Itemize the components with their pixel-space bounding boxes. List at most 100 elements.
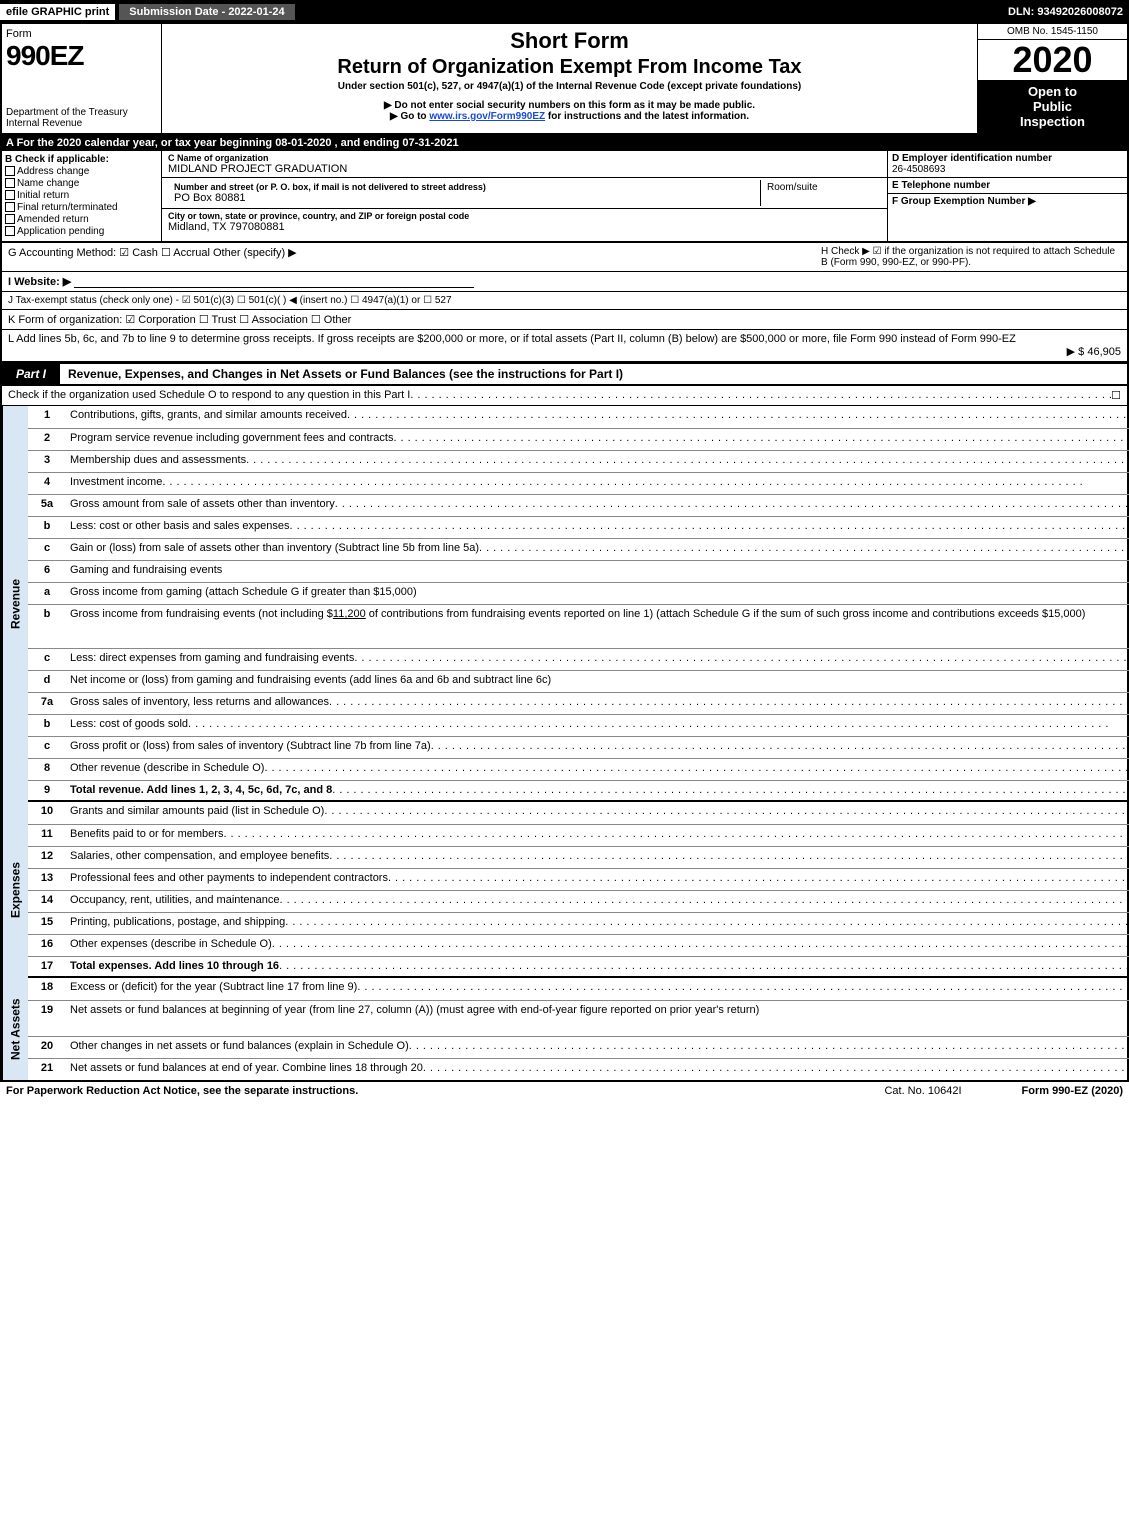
form-header: Form 990EZ Department of the Treasury In… bbox=[0, 24, 1129, 135]
open-line1: Open to bbox=[978, 84, 1127, 99]
line-18: 18 Excess or (deficit) for the year (Sub… bbox=[28, 978, 1129, 1000]
line-12: 12 Salaries, other compensation, and emp… bbox=[28, 846, 1129, 868]
tax-year: 2020 bbox=[978, 40, 1127, 80]
goto-post: for instructions and the latest informat… bbox=[545, 111, 749, 122]
website-field[interactable] bbox=[74, 287, 474, 288]
ein-value: 26-4508693 bbox=[892, 164, 1123, 175]
footer-cat: Cat. No. 10642I bbox=[884, 1085, 961, 1097]
dln: DLN: 93492026008072 bbox=[1008, 6, 1129, 18]
department: Department of the Treasury Internal Reve… bbox=[6, 107, 157, 129]
line-10: 10 Grants and similar amounts paid (list… bbox=[28, 802, 1129, 824]
part1-title: Revenue, Expenses, and Changes in Net As… bbox=[60, 367, 623, 381]
dept-line2: Internal Revenue bbox=[6, 118, 157, 129]
header-center: Short Form Return of Organization Exempt… bbox=[162, 24, 977, 133]
side-expenses: Expenses bbox=[2, 802, 28, 978]
part1-check-o: Check if the organization used Schedule … bbox=[0, 386, 1129, 406]
row-k: K Form of organization: ☑ Corporation ☐ … bbox=[0, 310, 1129, 330]
block-d: D Employer identification number 26-4508… bbox=[888, 151, 1127, 178]
footer-left: For Paperwork Reduction Act Notice, see … bbox=[6, 1085, 358, 1097]
block-b-title: B Check if applicable: bbox=[5, 154, 158, 165]
line-19: 19 Net assets or fund balances at beginn… bbox=[28, 1000, 1129, 1036]
row-j: J Tax-exempt status (check only one) - ☑… bbox=[0, 292, 1129, 310]
info-grid: B Check if applicable: Address change Na… bbox=[0, 151, 1129, 243]
row-g-h: G Accounting Method: ☑ Cash ☐ Accrual Ot… bbox=[0, 243, 1129, 272]
city-label: City or town, state or province, country… bbox=[168, 211, 881, 221]
line-21: 21 Net assets or fund balances at end of… bbox=[28, 1058, 1129, 1080]
line-5a: 5a Gross amount from sale of assets othe… bbox=[28, 494, 1129, 516]
chk-address-change[interactable]: Address change bbox=[5, 166, 158, 177]
line-1-desc: Contributions, gifts, grants, and simila… bbox=[70, 409, 347, 421]
no-ssn-warning: ▶ Do not enter social security numbers o… bbox=[168, 100, 971, 111]
open-to-public: Open to Public Inspection bbox=[978, 80, 1127, 133]
line-20: 20 Other changes in net assets or fund b… bbox=[28, 1036, 1129, 1058]
line-7b: b Less: cost of goods sold 7b 0 bbox=[28, 714, 1129, 736]
line-5c: c Gain or (loss) from sale of assets oth… bbox=[28, 538, 1129, 560]
city-value: Midland, TX 797080881 bbox=[168, 221, 881, 233]
open-line3: Inspection bbox=[978, 114, 1127, 129]
group-exemption-label: F Group Exemption Number ▶ bbox=[892, 196, 1036, 207]
city-row: City or town, state or province, country… bbox=[162, 209, 887, 235]
org-name-row: C Name of organization MIDLAND PROJECT G… bbox=[162, 151, 887, 178]
line-13: 13 Professional fees and other payments … bbox=[28, 868, 1129, 890]
row-g: G Accounting Method: ☑ Cash ☐ Accrual Ot… bbox=[8, 246, 821, 268]
org-name-label: C Name of organization bbox=[168, 153, 881, 163]
omb-number: OMB No. 1545-1150 bbox=[978, 24, 1127, 40]
part1-table: Revenue 1 Contributions, gifts, grants, … bbox=[0, 406, 1129, 1082]
under-section: Under section 501(c), 527, or 4947(a)(1)… bbox=[168, 81, 971, 92]
block-f: F Group Exemption Number ▶ bbox=[888, 194, 1127, 209]
room-suite: Room/suite bbox=[761, 180, 881, 206]
org-name-value: MIDLAND PROJECT GRADUATION bbox=[168, 163, 881, 175]
line-6a: a Gross income from gaming (attach Sched… bbox=[28, 582, 1129, 604]
chk-application-pending[interactable]: Application pending bbox=[5, 226, 158, 237]
line-16: 16 Other expenses (describe in Schedule … bbox=[28, 934, 1129, 956]
addr-value: PO Box 80881 bbox=[174, 192, 754, 204]
side-net-assets: Net Assets bbox=[2, 978, 28, 1080]
block-b: B Check if applicable: Address change Na… bbox=[2, 151, 162, 241]
line-1-num: 1 bbox=[28, 406, 66, 428]
line-3: 3 Membership dues and assessments 3 0 bbox=[28, 450, 1129, 472]
line-6b: b Gross income from fundraising events (… bbox=[28, 604, 1129, 648]
chk-final-return[interactable]: Final return/terminated bbox=[5, 202, 158, 213]
line-11: 11 Benefits paid to or for members 11 0 bbox=[28, 824, 1129, 846]
chk-amended-return[interactable]: Amended return bbox=[5, 214, 158, 225]
row-l-amount: ▶ $ 46,905 bbox=[8, 345, 1121, 358]
short-form-title: Short Form bbox=[168, 28, 971, 54]
open-line2: Public bbox=[978, 99, 1127, 114]
line-4: 4 Investment income 4 265 bbox=[28, 472, 1129, 494]
part1-tab: Part I bbox=[2, 364, 60, 384]
line-6: 6 Gaming and fundraising events bbox=[28, 560, 1129, 582]
line-8: 8 Other revenue (describe in Schedule O)… bbox=[28, 758, 1129, 780]
line-9: 9 Total revenue. Add lines 1, 2, 3, 4, 5… bbox=[28, 780, 1129, 802]
chk-name-change[interactable]: Name change bbox=[5, 178, 158, 189]
irs-link[interactable]: www.irs.gov/Form990EZ bbox=[429, 111, 545, 122]
line-5b: b Less: cost or other basis and sales ex… bbox=[28, 516, 1129, 538]
check-o-text: Check if the organization used Schedule … bbox=[8, 389, 410, 401]
ein-label: D Employer identification number bbox=[892, 153, 1123, 164]
efile-label: efile GRAPHIC print bbox=[0, 4, 115, 20]
row-a-tax-year: A For the 2020 calendar year, or tax yea… bbox=[0, 135, 1129, 151]
line-1: 1 Contributions, gifts, grants, and simi… bbox=[28, 406, 1129, 428]
line-6d: d Net income or (loss) from gaming and f… bbox=[28, 670, 1129, 692]
footer-right: Form 990-EZ (2020) bbox=[1022, 1085, 1123, 1097]
line-6c: c Less: direct expenses from gaming and … bbox=[28, 648, 1129, 670]
row-l: L Add lines 5b, 6c, and 7b to line 9 to … bbox=[0, 330, 1129, 363]
chk-initial-return[interactable]: Initial return bbox=[5, 190, 158, 201]
topbar: efile GRAPHIC print Submission Date - 20… bbox=[0, 0, 1129, 24]
block-def: D Employer identification number 26-4508… bbox=[887, 151, 1127, 241]
line-14: 14 Occupancy, rent, utilities, and maint… bbox=[28, 890, 1129, 912]
addr-left: Number and street (or P. O. box, if mail… bbox=[168, 180, 761, 206]
row-h: H Check ▶ ☑ if the organization is not r… bbox=[821, 246, 1121, 268]
phone-label: E Telephone number bbox=[892, 180, 1123, 191]
return-title: Return of Organization Exempt From Incom… bbox=[168, 56, 971, 79]
header-left: Form 990EZ Department of the Treasury In… bbox=[2, 24, 162, 133]
check-o-box[interactable]: ☐ bbox=[1111, 389, 1121, 402]
addr-label: Number and street (or P. O. box, if mail… bbox=[174, 182, 754, 192]
goto-line: ▶ Go to www.irs.gov/Form990EZ for instru… bbox=[168, 111, 971, 122]
line-7c: c Gross profit or (loss) from sales of i… bbox=[28, 736, 1129, 758]
dots-filler bbox=[410, 389, 1111, 401]
part1-header: Part I Revenue, Expenses, and Changes in… bbox=[0, 363, 1129, 386]
form-number: 990EZ bbox=[6, 40, 157, 72]
line-7a: 7a Gross sales of inventory, less return… bbox=[28, 692, 1129, 714]
dept-line1: Department of the Treasury bbox=[6, 107, 157, 118]
line-15: 15 Printing, publications, postage, and … bbox=[28, 912, 1129, 934]
